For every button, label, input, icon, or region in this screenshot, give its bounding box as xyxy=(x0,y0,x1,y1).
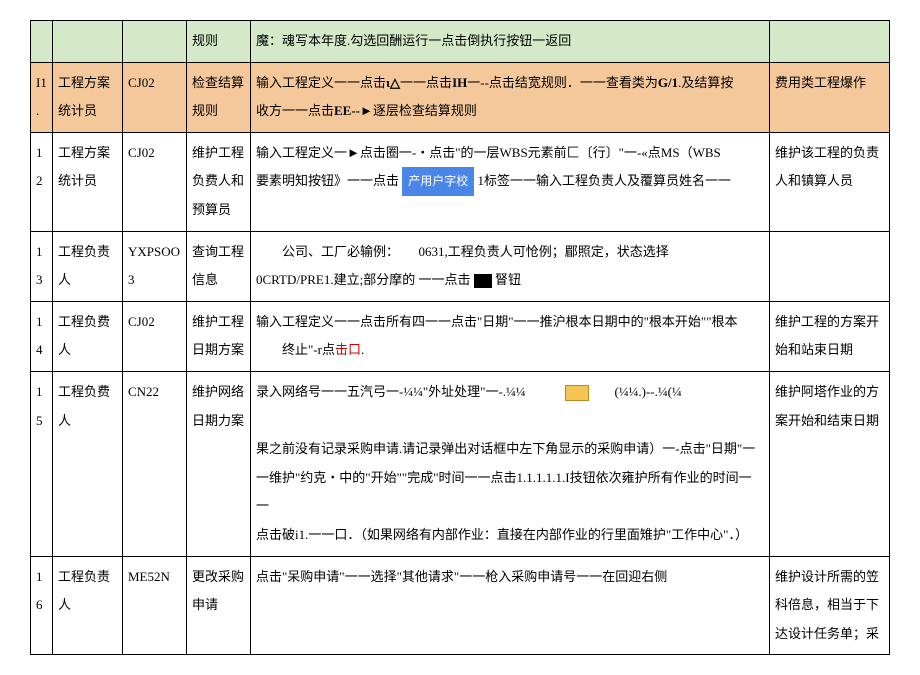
table-row: 12工程方案统计员CJ02维护工程负费人和预算员输入工程定义一►点击圈一-・点击… xyxy=(31,132,890,231)
notes-cell: 费用类工程爆作 xyxy=(770,62,890,132)
table-row: 15工程负费人CN22维护网络日期力案录入网络号一一五汽弓一-¼¼"外址处理"一… xyxy=(31,371,890,556)
code-cell: CJ02 xyxy=(123,62,187,132)
table-row: 13工程负责人YXPSOO3查询工程信息 公司、工厂必输例： 0631,工程负责… xyxy=(31,231,890,301)
notes-cell xyxy=(770,21,890,63)
content-cell: 输入工程定义一一点击所有四一一点击"日期"一一推沪根本日期中的"根本开始""根本… xyxy=(251,301,770,371)
code-cell: YXPSOO3 xyxy=(123,231,187,301)
content-cell: 点击"呆购申请"一一选择"其他请求"一一枪入采购申请号一一在回迎右侧 xyxy=(251,556,770,655)
role-cell: 工程负费人 xyxy=(53,371,123,556)
notes-cell: 维护该工程的负责人和镇算人员 xyxy=(770,132,890,231)
role-cell: 工程方案统计员 xyxy=(53,62,123,132)
rule-cell: 维护网络日期力案 xyxy=(187,371,251,556)
role-cell xyxy=(53,21,123,63)
content-cell: 魔：魂写本年度.勾选回酬运行一点击倒执行按钮一返回 xyxy=(251,21,770,63)
role-cell: 工程负责人 xyxy=(53,231,123,301)
rule-cell: 更改采购申请 xyxy=(187,556,251,655)
row-index xyxy=(31,21,53,63)
code-cell: CN22 xyxy=(123,371,187,556)
role-cell: 工程负责人 xyxy=(53,556,123,655)
row-index: 15 xyxy=(31,371,53,556)
role-cell: 工程负费人 xyxy=(53,301,123,371)
code-cell: ME52N xyxy=(123,556,187,655)
content-cell: 输入工程定义一►点击圈一-・点击"的一层WBS元素前匚〔行〕"一-«点MS（WB… xyxy=(251,132,770,231)
rule-cell: 维护工程日期方案 xyxy=(187,301,251,371)
notes-cell: 维护工程的方案开始和站束日期 xyxy=(770,301,890,371)
row-index: I1. xyxy=(31,62,53,132)
table-row: I1.工程方案统计员CJ02检查结算规则输入工程定义一一点击ι△一一点击IH一-… xyxy=(31,62,890,132)
notes-cell: 维护设计所需的笠科倍息，相当于下达设计任务单；采 xyxy=(770,556,890,655)
table-row: 16工程负责人ME52N更改采购申请点击"呆购申请"一一选择"其他请求"一一枪入… xyxy=(31,556,890,655)
table-body: 规则魔：魂写本年度.勾选回酬运行一点击倒执行按钮一返回I1.工程方案统计员CJ0… xyxy=(31,21,890,655)
code-cell: CJ02 xyxy=(123,301,187,371)
rule-cell: 规则 xyxy=(187,21,251,63)
role-cell: 工程方案统计员 xyxy=(53,132,123,231)
workflow-table: 规则魔：魂写本年度.勾选回酬运行一点击倒执行按钮一返回I1.工程方案统计员CJ0… xyxy=(30,20,890,655)
page: 规则魔：魂写本年度.勾选回酬运行一点击倒执行按钮一返回I1.工程方案统计员CJ0… xyxy=(0,0,920,675)
content-cell: 录入网络号一一五汽弓一-¼¼"外址处理"一-.¼¼ (¼¼.)--.¼(¼果之前… xyxy=(251,371,770,556)
table-row: 14工程负费人CJ02维护工程日期方案输入工程定义一一点击所有四一一点击"日期"… xyxy=(31,301,890,371)
notes-cell: 维护阿塔作业的方案开始和结束日期 xyxy=(770,371,890,556)
code-cell: CJ02 xyxy=(123,132,187,231)
rule-cell: 查询工程信息 xyxy=(187,231,251,301)
content-cell: 输入工程定义一一点击ι△一一点击IH一--点击结宽规则．一一查看类为G/1.及结… xyxy=(251,62,770,132)
content-cell: 公司、工厂必输例： 0631,工程负责人可怆例；郿照定，状态选择0CRTD/PR… xyxy=(251,231,770,301)
row-index: 16 xyxy=(31,556,53,655)
row-index: 14 xyxy=(31,301,53,371)
code-cell xyxy=(123,21,187,63)
notes-cell xyxy=(770,231,890,301)
rule-cell: 检查结算规则 xyxy=(187,62,251,132)
rule-cell: 维护工程负费人和预算员 xyxy=(187,132,251,231)
row-index: 12 xyxy=(31,132,53,231)
table-row: 规则魔：魂写本年度.勾选回酬运行一点击倒执行按钮一返回 xyxy=(31,21,890,63)
row-index: 13 xyxy=(31,231,53,301)
